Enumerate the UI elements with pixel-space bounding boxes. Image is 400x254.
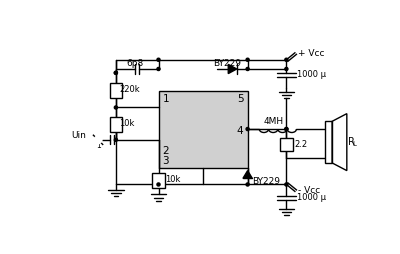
Circle shape (114, 71, 118, 74)
Text: BY229: BY229 (252, 177, 280, 186)
Bar (110, 83, 122, 98)
Text: 1000 µ: 1000 µ (297, 193, 326, 202)
Bar (158, 90, 248, 168)
Circle shape (246, 128, 249, 131)
Polygon shape (228, 64, 237, 74)
Text: R: R (348, 137, 354, 147)
Text: 6p8: 6p8 (126, 59, 143, 68)
Circle shape (94, 136, 102, 144)
Text: + Vcc: + Vcc (298, 49, 324, 58)
Text: Uin: Uin (72, 131, 86, 140)
Text: 2: 2 (162, 146, 169, 156)
Bar (152, 173, 165, 188)
Text: 10k: 10k (165, 175, 180, 184)
Text: 1000 µ: 1000 µ (297, 70, 326, 79)
Text: 2.2: 2.2 (294, 140, 307, 149)
Circle shape (157, 183, 160, 186)
Bar (110, 117, 122, 132)
Circle shape (246, 68, 249, 71)
Circle shape (285, 68, 288, 71)
Text: 4: 4 (237, 126, 243, 136)
Text: 220k: 220k (119, 85, 140, 94)
Circle shape (285, 128, 288, 131)
Bar (325, 121, 332, 163)
Circle shape (114, 138, 118, 141)
Circle shape (246, 183, 249, 186)
Circle shape (114, 106, 118, 109)
Text: 1: 1 (96, 141, 100, 150)
Text: 3: 3 (162, 156, 169, 166)
Text: BY229: BY229 (213, 59, 241, 68)
Text: 4MH: 4MH (263, 117, 283, 126)
Text: 10k: 10k (119, 119, 134, 128)
Text: 5: 5 (237, 94, 243, 104)
Circle shape (157, 68, 160, 71)
Text: L: L (352, 141, 356, 147)
Circle shape (114, 71, 118, 74)
Circle shape (285, 128, 288, 131)
Text: - Vcc: - Vcc (298, 186, 320, 195)
Circle shape (246, 58, 249, 61)
Circle shape (285, 183, 288, 186)
Circle shape (285, 58, 288, 61)
Polygon shape (243, 171, 252, 178)
Circle shape (157, 58, 160, 61)
Text: 1: 1 (162, 94, 169, 104)
Bar (280, 138, 292, 151)
